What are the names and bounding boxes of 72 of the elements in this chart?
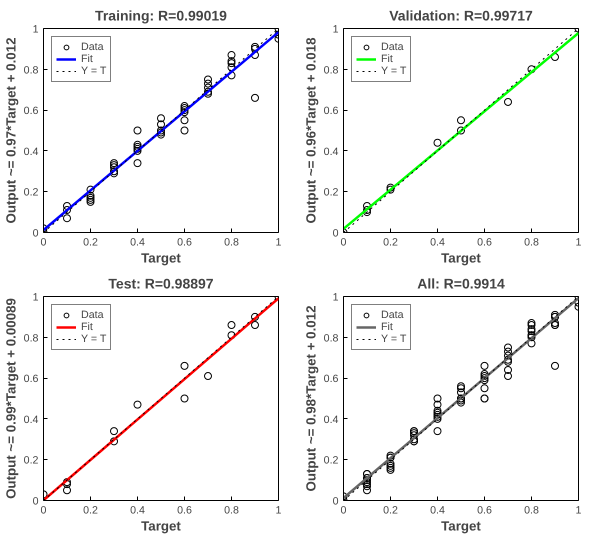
y-tick-label: 0	[32, 496, 39, 508]
x-tick-label: 0.2	[83, 504, 98, 516]
legend-label: Fit	[381, 321, 394, 333]
y-tick-label: 1	[32, 292, 39, 304]
y-axis-title: Output ~= 0.98*Target + 0.012	[304, 305, 319, 492]
legend-label: Y = T	[81, 65, 106, 77]
chart-title: Test: R=0.98897	[108, 276, 214, 292]
y-tick-label: 0.6	[324, 105, 339, 118]
x-tick-label: 0.6	[477, 236, 492, 248]
x-tick-label: 0.8	[224, 504, 239, 516]
y-tick-label: 0.4	[24, 414, 39, 426]
y-tick-label: 0	[332, 228, 339, 240]
x-tick-label: 0.8	[524, 504, 539, 516]
x-tick-label: 0.6	[177, 236, 192, 248]
y-tick-label: 0.4	[324, 414, 339, 426]
legend-label: Data	[381, 41, 404, 53]
y-tick-label: 0.2	[324, 186, 339, 199]
legend-label: Fit	[81, 321, 94, 333]
x-tick-label: 0.8	[224, 236, 239, 248]
legend-label: Y = T	[381, 65, 406, 77]
legend-label: Data	[381, 309, 404, 321]
y-tick-label: 0	[32, 228, 39, 240]
legend-label: Data	[81, 309, 104, 321]
y-tick-label: 0	[332, 496, 339, 508]
x-axis-title: Target	[141, 518, 182, 534]
x-tick-label: 0.2	[383, 236, 398, 248]
y-axis-title: Output ~= 0.99*Target + 0.00089	[4, 298, 19, 499]
x-tick-label: 0.8	[524, 236, 539, 248]
y-tick-label: 0.6	[324, 373, 339, 386]
x-tick-label: 1	[276, 504, 282, 516]
x-tick-label: 0.4	[130, 236, 145, 248]
y-tick-label: 0.8	[324, 332, 339, 344]
y-axis-title: Output ~= 0.97*Target + 0.012	[4, 37, 19, 224]
x-tick-label: 0.2	[83, 236, 98, 248]
x-tick-label: 1	[276, 236, 282, 248]
x-tick-label: 0.2	[383, 504, 398, 516]
y-tick-label: 1	[32, 24, 39, 36]
y-tick-label: 0.8	[24, 332, 39, 344]
x-tick-label: 0.6	[477, 504, 492, 516]
x-tick-label: 0.4	[430, 236, 445, 248]
legend-label: Data	[81, 41, 104, 53]
chart-title: Training: R=0.99019	[95, 8, 228, 24]
legend-label: Fit	[381, 53, 394, 65]
x-axis-title: Target	[141, 250, 182, 266]
y-tick-label: 0.8	[324, 64, 339, 76]
chart-title: Validation: R=0.99717	[389, 8, 533, 24]
y-tick-label: 0.4	[24, 146, 39, 158]
x-tick-label: 0.6	[177, 504, 192, 516]
x-tick-label: 1	[576, 504, 582, 516]
x-tick-label: 0	[340, 236, 347, 248]
y-tick-label: 1	[332, 292, 339, 304]
y-tick-label: 0.2	[24, 186, 39, 199]
y-tick-label: 0.2	[24, 454, 39, 467]
legend-label: Fit	[81, 53, 94, 65]
x-axis-title: Target	[441, 250, 482, 266]
x-tick-label: 0	[340, 504, 347, 516]
y-tick-label: 0.4	[324, 146, 339, 158]
x-axis-title: Target	[441, 518, 482, 534]
x-tick-label: 0.4	[130, 504, 145, 516]
x-tick-label: 0.4	[430, 504, 445, 516]
legend-label: Y = T	[381, 333, 406, 345]
x-tick-label: 0	[40, 236, 47, 248]
x-tick-label: 0	[40, 504, 47, 516]
legend-label: Y = T	[81, 333, 106, 345]
y-axis-title: Output ~= 0.96*Target + 0.018	[304, 37, 319, 224]
y-tick-label: 0.6	[24, 105, 39, 118]
y-tick-label: 0.8	[24, 64, 39, 76]
y-tick-label: 0.2	[324, 454, 339, 467]
chart-title: All: R=0.9914	[417, 276, 505, 292]
y-tick-label: 0.6	[24, 373, 39, 386]
y-tick-label: 1	[332, 24, 339, 36]
x-tick-label: 1	[576, 236, 582, 248]
